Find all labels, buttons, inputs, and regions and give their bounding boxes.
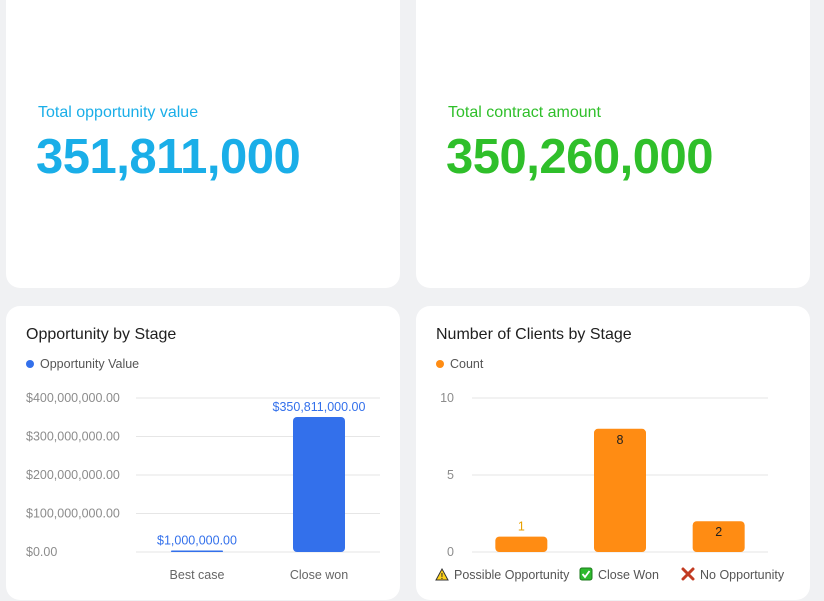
cross-icon (681, 567, 695, 581)
x-tick-label: Best case (170, 568, 225, 582)
chart-card-opportunity-by-stage: Opportunity by Stage Opportunity Value $… (6, 306, 400, 600)
chart-title: Opportunity by Stage (26, 326, 177, 343)
y-tick-label: $300,000,000.00 (26, 430, 120, 444)
bar (171, 550, 223, 552)
category-label: Possible Opportunity (454, 568, 570, 582)
warning-triangle (435, 567, 449, 581)
check-box (579, 567, 593, 581)
kpi-label: Total opportunity value (38, 104, 199, 121)
y-tick-label: $100,000,000.00 (26, 507, 120, 521)
legend-dot (26, 360, 34, 368)
warning-icon: ! (435, 567, 449, 581)
x-tick-label: Close won (290, 568, 348, 582)
kpi-label: Total contract amount (448, 104, 601, 121)
y-tick-label: 5 (447, 468, 454, 482)
kpi-value: 351,811,000 (36, 130, 301, 184)
bar (692, 521, 745, 552)
data-label: $350,811,000.00 (273, 400, 366, 414)
bar (495, 536, 548, 552)
category-label: No Opportunity (700, 568, 785, 582)
category-label: Close Won (598, 568, 659, 582)
data-label: 1 (518, 520, 525, 534)
data-label: $1,000,000.00 (157, 534, 237, 548)
kpi-card-opportunity: Total opportunity value 351,811,000 (6, 0, 400, 288)
legend-dot (436, 360, 444, 368)
legend-label: Count (450, 357, 484, 371)
legend-label: Opportunity Value (40, 357, 140, 371)
y-tick-label: 0 (447, 545, 454, 559)
bar (594, 428, 646, 552)
y-tick-label: $0.00 (26, 545, 57, 559)
kpi-value: 350,260,000 (446, 130, 714, 184)
chart-card-clients-by-stage: Number of Clients by Stage Count 0 5 10 1! P… (416, 306, 810, 600)
y-tick-label: $200,000,000.00 (26, 468, 120, 482)
bar-chart-clients: 0 5 10 1! Possible Opportunity 8 Close Won 2 No … (435, 391, 785, 582)
check-mark (581, 570, 591, 579)
y-tick-label: $400,000,000.00 (26, 391, 120, 405)
chart-legend[interactable]: Count (436, 357, 483, 371)
chart-title: Number of Clients by Stage (436, 326, 632, 343)
check-icon (579, 567, 593, 581)
data-label: 8 (617, 433, 624, 447)
kpi-card-contract: Total contract amount 350,260,000 (416, 0, 810, 288)
y-tick-label: 10 (440, 391, 454, 405)
warning-mark: ! (441, 572, 444, 581)
data-label: 2 (715, 525, 722, 539)
cross-mark (681, 567, 695, 581)
bar-chart-opportunity: $0.00 $100,000,000.00 $200,000,000.00 $300,… (26, 391, 380, 582)
bar (293, 416, 345, 552)
chart-legend[interactable]: Opportunity Value (26, 357, 139, 371)
